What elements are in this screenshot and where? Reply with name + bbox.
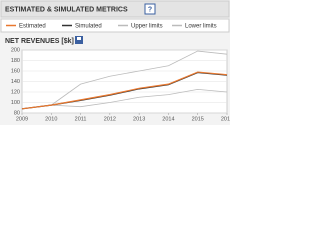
legend-label: Simulated bbox=[75, 24, 102, 30]
x-tick-label: 2009 bbox=[16, 116, 28, 122]
series-line bbox=[51, 50, 228, 106]
widget: ESTIMATED & SIMULATED METRICS ? NET REVE… bbox=[0, 0, 230, 125]
save-icon-detail bbox=[77, 37, 81, 40]
legend-label: Estimated bbox=[19, 24, 46, 30]
legend-label: Upper limits bbox=[131, 24, 163, 30]
x-tick-label: 2013 bbox=[133, 116, 145, 122]
series-line bbox=[51, 88, 228, 108]
x-tick-label: 2011 bbox=[75, 116, 87, 122]
x-tick-label: 2015 bbox=[192, 116, 204, 122]
panel-title: ESTIMATED & SIMULATED METRICS bbox=[5, 6, 128, 13]
help-button[interactable] bbox=[144, 3, 156, 15]
header-bar bbox=[0, 0, 230, 18]
series-line bbox=[21, 71, 228, 110]
chart-title: NET REVENUES [$k] bbox=[5, 38, 74, 45]
y-tick-label: 80 bbox=[14, 110, 20, 116]
x-tick-label: 2016 bbox=[221, 116, 230, 122]
y-tick-label: 160 bbox=[11, 68, 20, 74]
legend-label: Lower limits bbox=[185, 24, 217, 30]
y-tick-label: 140 bbox=[11, 79, 20, 85]
y-tick-label: 120 bbox=[11, 89, 20, 95]
y-tick-label: 180 bbox=[11, 58, 20, 64]
x-tick-label: 2010 bbox=[45, 116, 57, 122]
x-tick-label: 2012 bbox=[104, 116, 116, 122]
y-tick-label: 200 bbox=[11, 47, 20, 53]
help-icon[interactable]: ? bbox=[148, 6, 152, 13]
legend-box bbox=[0, 18, 230, 33]
x-tick-label: 2014 bbox=[162, 116, 174, 122]
y-tick-label: 100 bbox=[11, 100, 20, 106]
